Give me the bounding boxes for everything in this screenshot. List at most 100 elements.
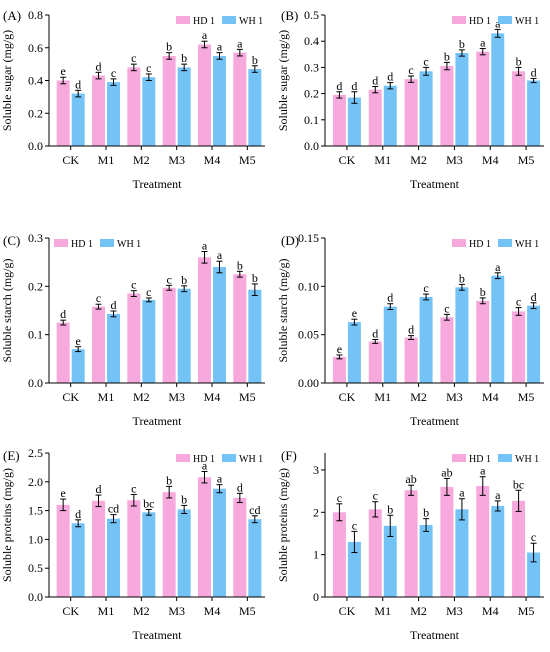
significance-label: bc <box>143 496 154 510</box>
x-tick-label: M2 <box>133 390 150 404</box>
significance-label: c <box>131 278 136 292</box>
significance-label: d <box>60 307 66 321</box>
significance-label: c <box>423 54 428 68</box>
bar <box>92 306 105 383</box>
panel-label: (C) <box>3 233 20 248</box>
y-axis-title: Soluble starch (mg/g) <box>276 259 290 363</box>
bar <box>177 509 191 597</box>
x-tick-label: M1 <box>374 153 391 167</box>
legend-swatch <box>498 16 512 24</box>
significance-label: c <box>96 291 101 305</box>
y-tick-label: 2.5 <box>28 446 43 460</box>
bar <box>455 287 469 383</box>
y-tick-label: 0.0 <box>28 139 43 153</box>
x-axis-title: Treatment <box>410 414 460 428</box>
bar <box>248 519 262 597</box>
bar <box>177 67 191 146</box>
bar <box>368 509 382 597</box>
significance-label: b <box>181 273 187 287</box>
significance-label: c <box>167 272 172 286</box>
x-tick-label: M2 <box>410 604 427 618</box>
significance-label: a <box>480 464 486 478</box>
bar <box>440 66 454 146</box>
significance-label: c <box>531 530 536 544</box>
bar <box>56 80 70 146</box>
y-tick-label: 0.2 <box>28 279 43 293</box>
x-tick-label: M5 <box>518 604 535 618</box>
x-tick-label: M3 <box>446 153 463 167</box>
bar <box>440 486 454 597</box>
significance-label: c <box>444 301 449 315</box>
significance-label: d <box>75 77 81 91</box>
bar <box>162 55 176 146</box>
bar <box>213 267 226 383</box>
bar <box>233 274 247 383</box>
bar <box>127 67 141 146</box>
bar <box>127 500 141 597</box>
x-tick-label: M3 <box>168 390 185 404</box>
x-tick-label: M3 <box>446 390 463 404</box>
significance-label: c <box>146 285 151 299</box>
bar <box>177 288 191 383</box>
significance-label: d <box>387 291 393 305</box>
significance-label: b <box>387 502 393 516</box>
x-tick-label: M1 <box>374 390 391 404</box>
significance-label: c <box>408 63 413 77</box>
significance-label: c <box>373 489 378 503</box>
bar <box>347 97 361 146</box>
bar <box>404 79 418 146</box>
significance-label: c <box>423 281 428 295</box>
legend-label: WH 1 <box>239 16 263 27</box>
y-tick-label: 0.3 <box>304 60 319 74</box>
bar <box>162 492 176 597</box>
bar <box>198 477 211 597</box>
panel-label: (A) <box>3 8 21 23</box>
y-tick-label: 0.10 <box>298 279 319 293</box>
y-tick-label: 0.00 <box>298 376 319 390</box>
legend-label: HD 1 <box>469 239 491 250</box>
y-tick-label: 0.1 <box>28 328 43 342</box>
legend-label: HD 1 <box>469 16 491 27</box>
bar <box>419 525 433 597</box>
legend-label: HD 1 <box>71 239 93 250</box>
y-tick-label: 0.4 <box>28 74 43 88</box>
bar <box>332 94 346 146</box>
y-axis-title: Soluble proteins (mg/g) <box>0 468 14 582</box>
bar <box>107 82 120 146</box>
significance-label: e <box>61 64 66 78</box>
bar <box>71 93 85 146</box>
y-tick-label: 0.5 <box>28 561 43 575</box>
bar <box>92 75 105 146</box>
y-tick-label: 1.5 <box>28 504 43 518</box>
x-tick-label: M4 <box>204 390 221 404</box>
bar <box>347 322 361 383</box>
x-tick-label: M5 <box>518 390 535 404</box>
bar <box>198 44 211 146</box>
bar <box>248 69 262 146</box>
y-tick-label: 0.2 <box>304 87 319 101</box>
significance-label: d <box>75 507 81 521</box>
bar <box>404 337 418 383</box>
bar <box>127 293 141 383</box>
bar <box>383 525 397 597</box>
legend-swatch <box>222 16 236 24</box>
significance-label: d <box>111 298 117 312</box>
significance-label: d <box>531 290 537 304</box>
legend-label: HD 1 <box>193 454 215 465</box>
significance-label: c <box>146 61 151 75</box>
significance-label: ab <box>405 472 416 486</box>
legend-swatch <box>176 454 190 462</box>
x-axis-title: Treatment <box>410 628 460 642</box>
y-tick-label: 0.05 <box>298 328 319 342</box>
bar <box>383 306 397 383</box>
bar <box>368 89 382 146</box>
bar <box>142 299 156 383</box>
y-tick-label: 0.3 <box>28 231 43 245</box>
x-tick-label: M4 <box>204 153 221 167</box>
x-tick-label: M1 <box>374 604 391 618</box>
